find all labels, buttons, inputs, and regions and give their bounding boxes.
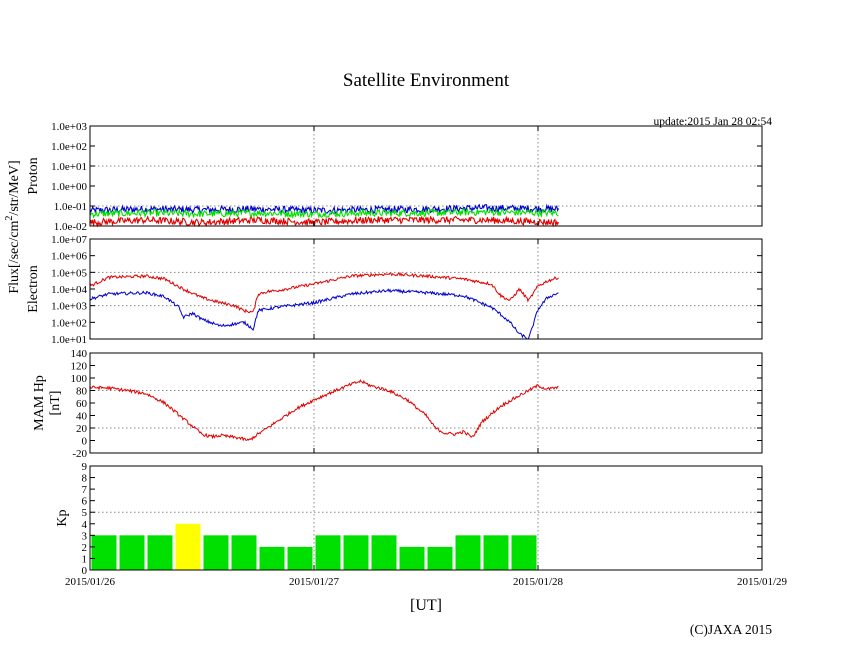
- electron-ytick-label: 1.0e+06: [51, 251, 87, 263]
- proton-ytick-label: 1.0e+01: [51, 161, 87, 173]
- kp-axis-label: Kp: [55, 509, 70, 526]
- kp-frame: [89, 465, 763, 571]
- mam_hp-frame: [89, 352, 763, 454]
- kp-bar: [147, 535, 173, 570]
- kp-bar: [483, 535, 509, 570]
- x-tick-label: 2015/01/29: [737, 576, 788, 588]
- flux-axis-label: Flux[/sec/cm2/str/MeV]: [4, 160, 22, 293]
- proton-axis-label: Proton: [26, 157, 41, 194]
- electron-series-line: [89, 271, 559, 314]
- panels-group: 1.0e-02 1.0e-01 1.0e+00 1.0e+01 1.0e+02 1.0e+…: [26, 121, 788, 588]
- kp-ytick-label: 5: [82, 507, 88, 519]
- kp-bar: [315, 535, 341, 570]
- mam_hp-ytick-label: 80: [76, 386, 88, 398]
- electron-ytick-label: 1.0e+01: [51, 334, 87, 346]
- proton-frame: [89, 125, 763, 227]
- flux-label-pre: Flux[/sec/cm: [7, 220, 22, 293]
- mam-hp-label-line1: MAM Hp: [32, 375, 47, 431]
- proton-ytick-label: 1.0e+02: [51, 141, 87, 153]
- electron-axis-label: Electron: [26, 265, 41, 312]
- kp-bar: [399, 546, 425, 570]
- kp-bar: [287, 546, 313, 570]
- mam_hp-ytick-label: -20: [72, 448, 87, 460]
- mam_hp-ytick-label: 60: [76, 398, 88, 410]
- electron-ytick-label: 1.0e+02: [51, 317, 87, 329]
- mam_hp-ytick-label: 40: [76, 411, 88, 423]
- proton-ytick-label: 1.0e+03: [51, 121, 87, 133]
- electron-series-line: [89, 288, 559, 340]
- x-tick-label: 2015/01/26: [65, 576, 116, 588]
- proton-series-line: [89, 207, 559, 220]
- x-tick-label: 2015/01/28: [513, 576, 564, 588]
- kp-ytick-label: 0: [82, 565, 88, 577]
- mam_hp-ytick-label: 20: [76, 423, 88, 435]
- mam_hp-ytick-label: 120: [71, 361, 88, 373]
- kp-ytick-label: 9: [82, 461, 88, 473]
- mam_hp-ytick-label: 0: [82, 436, 88, 448]
- kp-ytick-label: 1: [82, 553, 88, 565]
- proton-series-line: [89, 215, 560, 228]
- kp-bar: [175, 523, 201, 570]
- kp-ytick-label: 8: [82, 473, 88, 485]
- mam_hp-ytick-label: 140: [71, 348, 88, 360]
- kp-bar: [343, 535, 369, 570]
- electron-ytick-label: 1.0e+05: [51, 267, 87, 279]
- kp-bar: [203, 535, 229, 570]
- proton-ytick-label: 1.0e+00: [51, 181, 87, 193]
- kp-ytick-label: 4: [82, 519, 88, 531]
- proton-series-line: [89, 203, 560, 215]
- kp-bar: [371, 535, 397, 570]
- electron-ytick-label: 1.0e+07: [51, 234, 87, 246]
- copyright-text: (C)JAXA 2015: [690, 622, 772, 637]
- x-axis-label: [UT]: [410, 597, 442, 614]
- flux-label-sup: 2: [4, 216, 15, 221]
- kp-ytick-label: 6: [82, 496, 88, 508]
- mam_hp-ytick-label: 100: [71, 373, 88, 385]
- kp-bar: [91, 535, 117, 570]
- proton-ytick-label: 1.0e-01: [54, 201, 87, 213]
- electron-ytick-label: 1.0e+03: [51, 301, 87, 313]
- mam-hp-label-line2: [nT]: [48, 391, 63, 416]
- kp-ytick-label: 2: [82, 542, 88, 554]
- kp-bar: [119, 535, 145, 570]
- update-timestamp: update:2015 Jan 28 02:54: [654, 116, 773, 128]
- kp-ytick-label: 3: [82, 530, 88, 542]
- kp-bar: [511, 535, 537, 570]
- kp-ytick-label: 7: [82, 484, 88, 496]
- chart-title: Satellite Environment: [343, 70, 510, 91]
- x-tick-label: 2015/01/27: [289, 576, 340, 588]
- electron-frame: [89, 238, 763, 340]
- kp-bar: [455, 535, 481, 570]
- flux-label-post: /str/MeV]: [7, 160, 22, 215]
- kp-bar: [427, 546, 453, 570]
- electron-ytick-label: 1.0e+04: [51, 284, 87, 296]
- proton-ytick-label: 1.0e-02: [54, 221, 87, 233]
- kp-bar: [231, 535, 257, 570]
- mam_hp-series-line: [89, 378, 559, 442]
- kp-bar: [259, 546, 285, 570]
- mam-hp-axis-label: MAM Hp[nT]: [32, 375, 63, 431]
